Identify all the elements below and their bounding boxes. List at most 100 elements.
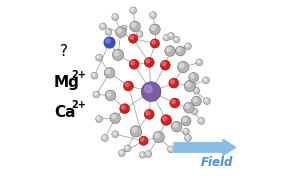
Circle shape [192, 109, 195, 112]
Circle shape [118, 150, 125, 156]
Circle shape [101, 135, 108, 141]
Circle shape [166, 48, 171, 52]
Circle shape [155, 133, 159, 138]
Circle shape [114, 51, 118, 55]
Circle shape [165, 46, 175, 56]
Circle shape [183, 118, 187, 122]
Circle shape [112, 131, 118, 138]
Circle shape [203, 77, 209, 84]
Circle shape [199, 119, 201, 121]
Circle shape [184, 102, 194, 113]
Circle shape [103, 136, 105, 138]
Circle shape [173, 36, 180, 43]
Circle shape [129, 34, 138, 43]
Circle shape [179, 63, 184, 68]
Circle shape [144, 85, 152, 93]
Circle shape [106, 39, 110, 43]
Circle shape [170, 98, 180, 108]
Circle shape [112, 14, 118, 20]
Circle shape [97, 117, 99, 119]
Circle shape [186, 44, 188, 47]
Circle shape [163, 117, 167, 121]
Circle shape [130, 36, 134, 39]
Circle shape [169, 78, 179, 88]
Text: 2+: 2+ [72, 100, 87, 110]
Circle shape [96, 116, 103, 122]
Circle shape [144, 57, 154, 67]
Circle shape [204, 78, 206, 81]
Circle shape [131, 23, 136, 27]
Circle shape [150, 24, 160, 35]
Circle shape [177, 48, 181, 52]
Circle shape [121, 25, 127, 32]
Polygon shape [174, 139, 236, 156]
Circle shape [105, 29, 112, 35]
Circle shape [141, 82, 161, 101]
Circle shape [91, 72, 98, 79]
Circle shape [99, 23, 106, 30]
Circle shape [175, 46, 185, 56]
Circle shape [144, 109, 154, 119]
Circle shape [185, 43, 191, 50]
Circle shape [125, 146, 128, 149]
Circle shape [171, 80, 174, 84]
Circle shape [146, 59, 150, 63]
Circle shape [125, 83, 129, 87]
Circle shape [186, 82, 190, 87]
Circle shape [120, 151, 122, 153]
Circle shape [97, 55, 99, 58]
Circle shape [140, 153, 143, 155]
Circle shape [163, 35, 169, 41]
Circle shape [138, 32, 140, 34]
Circle shape [113, 132, 116, 135]
Circle shape [198, 118, 205, 124]
Circle shape [186, 136, 188, 138]
Text: ?: ? [60, 44, 68, 60]
Circle shape [203, 98, 210, 105]
Circle shape [169, 34, 171, 36]
Circle shape [197, 60, 200, 63]
Circle shape [146, 152, 149, 154]
Circle shape [189, 73, 199, 82]
Circle shape [162, 62, 166, 66]
Circle shape [151, 26, 155, 30]
Circle shape [173, 123, 177, 127]
Circle shape [104, 67, 115, 78]
Circle shape [177, 61, 189, 73]
Circle shape [107, 92, 111, 96]
Circle shape [129, 59, 139, 69]
Circle shape [169, 147, 171, 150]
Circle shape [151, 13, 153, 15]
Circle shape [184, 129, 186, 132]
Circle shape [184, 80, 196, 92]
Circle shape [205, 99, 207, 101]
Circle shape [124, 145, 131, 152]
Circle shape [113, 15, 116, 17]
Circle shape [123, 81, 133, 91]
Circle shape [96, 54, 103, 61]
Text: 2+: 2+ [72, 70, 87, 80]
Circle shape [192, 96, 201, 106]
Circle shape [93, 91, 100, 98]
Circle shape [121, 105, 125, 109]
Circle shape [101, 24, 103, 27]
Circle shape [161, 115, 172, 125]
Circle shape [153, 131, 164, 143]
Circle shape [105, 90, 116, 101]
Circle shape [186, 104, 190, 108]
Circle shape [122, 26, 124, 29]
Circle shape [193, 98, 197, 102]
Circle shape [137, 31, 143, 37]
Circle shape [131, 8, 134, 11]
Circle shape [191, 108, 198, 115]
Circle shape [131, 61, 135, 65]
Circle shape [117, 29, 121, 33]
Circle shape [130, 7, 137, 14]
Circle shape [181, 116, 191, 126]
Circle shape [190, 74, 194, 78]
Circle shape [168, 33, 174, 39]
Circle shape [120, 104, 129, 114]
Circle shape [130, 126, 142, 137]
Circle shape [168, 146, 174, 153]
Circle shape [160, 60, 170, 70]
